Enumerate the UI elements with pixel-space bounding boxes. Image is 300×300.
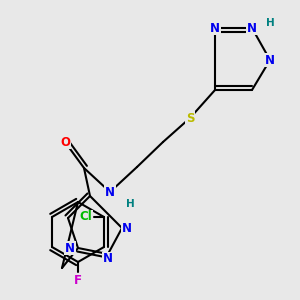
- Text: O: O: [60, 136, 70, 148]
- Text: F: F: [74, 274, 82, 286]
- Text: N: N: [265, 53, 275, 67]
- Text: N: N: [103, 253, 113, 266]
- Text: H: H: [126, 199, 134, 209]
- Text: N: N: [210, 22, 220, 34]
- Text: Cl: Cl: [80, 211, 92, 224]
- Text: S: S: [186, 112, 194, 124]
- Text: H: H: [266, 18, 274, 28]
- Text: N: N: [247, 22, 257, 34]
- Text: N: N: [65, 242, 75, 254]
- Text: N: N: [122, 221, 132, 235]
- Text: N: N: [105, 185, 115, 199]
